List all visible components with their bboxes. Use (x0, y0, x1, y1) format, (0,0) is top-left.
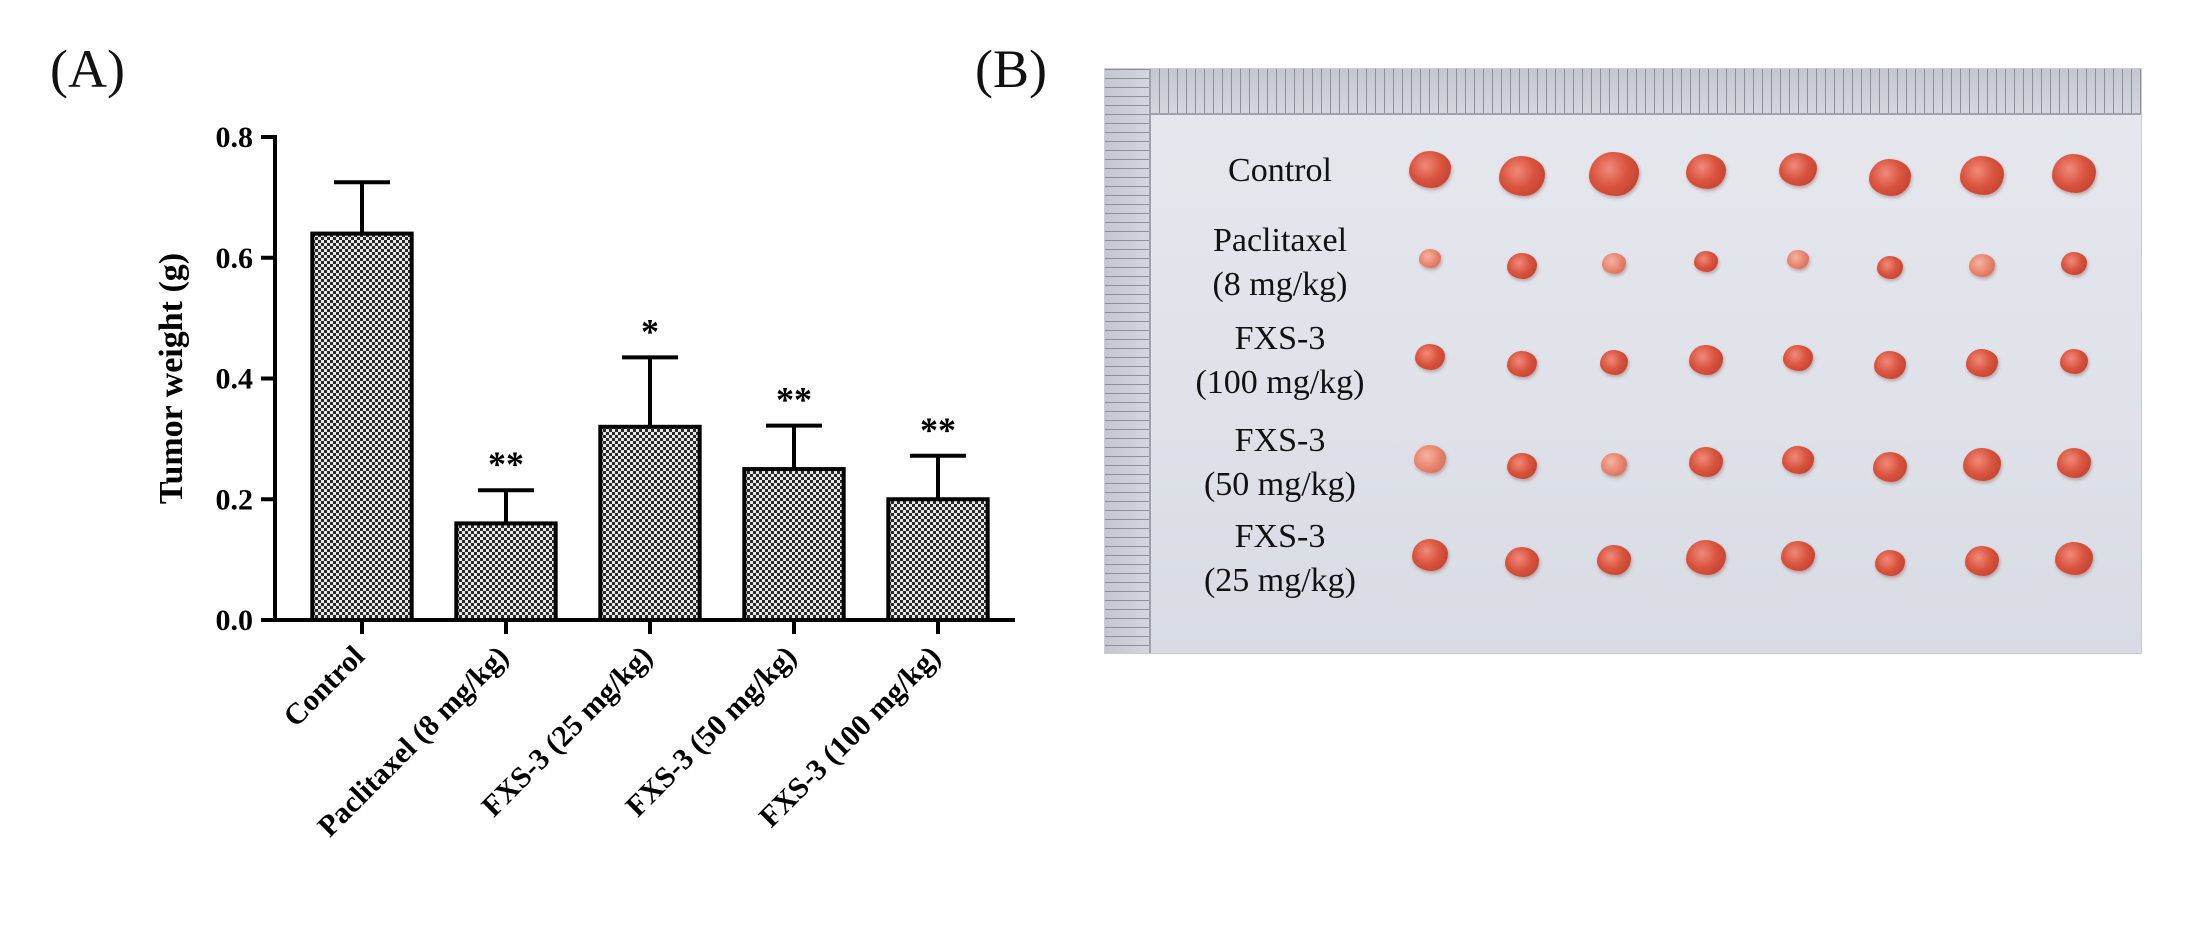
photo-row-label: FXS-3 (100 mg/kg) (1165, 317, 1395, 405)
tumor-sample (1960, 155, 2004, 195)
y-tick-label: 0.4 (216, 363, 254, 396)
tumor-sample (2057, 448, 2091, 479)
significance-label: * (641, 311, 659, 351)
ruler-top (1105, 69, 2141, 115)
tumor-sample (1875, 549, 1905, 576)
significance-label: ** (920, 410, 956, 450)
photo-row-label-line: (100 mg/kg) (1195, 364, 1365, 401)
significance-label: ** (488, 444, 524, 484)
tumor-sample (1694, 251, 1718, 273)
tumor-sample (1602, 253, 1626, 275)
tumor-sample (1499, 155, 1545, 196)
tumor-photo: Control Paclitaxel (8 mg/kg) FXS-3 (100 mg/k… (1104, 68, 2142, 654)
tumor-sample (1415, 343, 1445, 370)
tumor-sample (1965, 546, 1999, 577)
ruler-left (1105, 69, 1151, 653)
tumor-sample (1689, 345, 1723, 376)
photo-row-label: FXS-3 (50 mg/kg) (1165, 419, 1395, 507)
photo-row-label-line: (50 mg/kg) (1203, 466, 1357, 503)
tumor-sample (1507, 350, 1537, 377)
tumor-sample (1597, 545, 1631, 576)
tumor-sample (1873, 452, 1907, 483)
y-tick-label: 0.2 (216, 483, 254, 516)
tumor-sample (1869, 158, 1911, 196)
tumor-sample (1874, 350, 1906, 379)
photo-row-label: Paclitaxel (8 mg/kg) (1165, 219, 1395, 307)
photo-row-label-line: Control (1228, 152, 1332, 189)
photo-row-label-line: FXS-3 (1234, 422, 1326, 459)
tumor-sample (1963, 448, 2001, 482)
tumor-sample (1686, 540, 1726, 576)
photo-row-label: Control (1165, 149, 1395, 193)
tumor-sample (1783, 344, 1813, 371)
tumor-sample (1877, 255, 1903, 279)
tumor-sample (1409, 150, 1451, 188)
bar (742, 467, 846, 622)
tumor-sample (1412, 539, 1448, 572)
tumor-sample (1505, 547, 1539, 578)
tumor-sample (1600, 349, 1628, 375)
x-category-label: Control (277, 640, 371, 734)
tumor-sample (1589, 152, 1639, 196)
tumor-sample (1507, 452, 1537, 479)
tumor-sample (1787, 250, 1809, 270)
tumor-sample (2052, 153, 2096, 193)
panel-label-b: (B) (975, 39, 1047, 99)
tumor-sample (1689, 447, 1723, 478)
tumor-sample (2061, 251, 2087, 275)
tumor-sample (1601, 452, 1627, 476)
tumor-sample (1507, 252, 1537, 279)
y-tick-label: 0.0 (216, 604, 254, 637)
tumor-sample (1414, 444, 1446, 473)
bar (886, 497, 990, 622)
tumor-sample (2060, 348, 2088, 374)
bar (310, 231, 414, 622)
panel-label-a: (A) (50, 39, 125, 99)
bar (598, 424, 702, 622)
photo-row-label-line: (25 mg/kg) (1203, 562, 1357, 599)
tumor-sample (1419, 249, 1441, 269)
photo-row-label-line: (8 mg/kg) (1212, 266, 1348, 303)
tumor-sample (1781, 541, 1815, 572)
y-tick-label: 0.8 (216, 121, 254, 154)
bar (454, 521, 558, 623)
tumor-sample (1686, 154, 1726, 190)
photo-row-label-line: FXS-3 (1234, 320, 1326, 357)
photo-row-label: FXS-3 (25 mg/kg) (1165, 515, 1395, 603)
y-axis-label: Tumor weight (g) (153, 253, 190, 504)
tumor-sample (1782, 445, 1814, 474)
y-tick-label: 0.6 (216, 242, 254, 275)
significance-label: ** (776, 380, 812, 420)
tumor-sample (1966, 348, 1998, 377)
tumor-sample (1969, 253, 1995, 277)
photo-row-label-line: FXS-3 (1234, 518, 1326, 555)
tumor-sample (2055, 542, 2093, 576)
photo-row-label-line: Paclitaxel (1212, 222, 1348, 259)
tumor-sample (1779, 153, 1817, 187)
